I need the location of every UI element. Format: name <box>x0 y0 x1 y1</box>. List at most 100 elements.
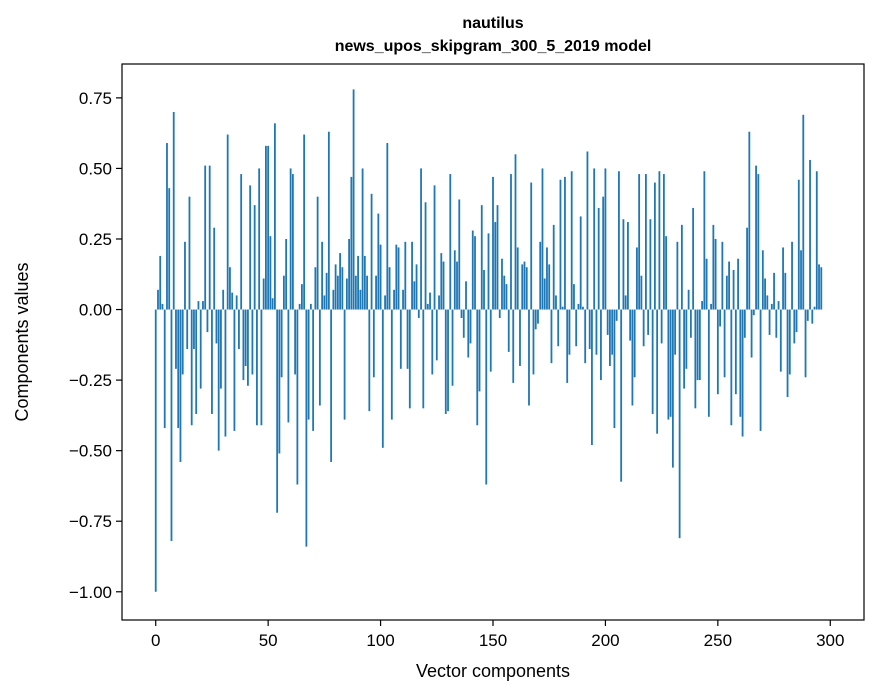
bar <box>413 281 416 310</box>
bar <box>741 309 744 437</box>
bar <box>721 241 724 310</box>
x-tick-label: 0 <box>151 631 160 650</box>
bar <box>651 309 654 414</box>
bar <box>752 309 755 316</box>
x-tick-label: 100 <box>366 631 394 650</box>
bar <box>451 309 454 386</box>
bar <box>442 261 445 310</box>
bar <box>350 176 353 310</box>
bar <box>784 272 787 310</box>
bar <box>172 111 175 310</box>
bar <box>465 281 467 310</box>
bar <box>226 134 229 310</box>
bar <box>300 284 303 310</box>
bar <box>548 264 551 310</box>
bar <box>334 264 337 310</box>
bar <box>420 168 422 310</box>
bar <box>224 309 227 437</box>
bar <box>199 309 202 389</box>
bar <box>779 309 782 372</box>
bar <box>303 134 306 310</box>
bar <box>240 174 243 310</box>
bar <box>368 309 371 412</box>
bar <box>343 309 346 420</box>
bar <box>698 309 701 381</box>
bar <box>575 309 578 347</box>
bar <box>627 222 629 310</box>
bar <box>573 284 575 310</box>
bar <box>181 309 184 375</box>
bar <box>274 123 276 310</box>
bar <box>507 309 510 352</box>
bar <box>309 303 312 310</box>
bar <box>764 278 766 310</box>
bar <box>384 295 386 310</box>
bar <box>732 270 735 310</box>
bar <box>370 193 373 310</box>
bar <box>231 292 234 310</box>
bar <box>377 213 380 310</box>
bar <box>770 303 773 310</box>
bar <box>795 309 798 333</box>
bar <box>546 247 548 310</box>
bar <box>229 267 231 310</box>
bar <box>323 295 326 310</box>
bar <box>190 309 193 426</box>
bar <box>629 309 632 341</box>
chart-subtitle: news_upos_skipgram_300_5_2019 model <box>335 38 652 55</box>
bar <box>600 309 602 381</box>
bar <box>519 309 521 366</box>
bar <box>797 179 800 310</box>
bar <box>249 185 252 310</box>
bar <box>773 272 775 310</box>
bar <box>516 247 519 310</box>
bar <box>305 309 308 547</box>
bar <box>170 309 173 541</box>
bar <box>622 219 625 310</box>
bar <box>422 309 425 409</box>
bar <box>276 309 279 513</box>
bar <box>757 174 760 310</box>
bar <box>496 205 499 310</box>
bar <box>593 168 596 310</box>
bar <box>714 238 717 310</box>
bar <box>750 309 753 358</box>
bar <box>793 309 796 344</box>
bar <box>222 289 225 310</box>
bar <box>354 275 357 310</box>
x-tick-label: 200 <box>591 631 619 650</box>
bar <box>525 267 528 310</box>
bar <box>591 309 593 446</box>
bar <box>746 227 748 310</box>
bar <box>501 258 503 310</box>
bar <box>804 309 807 378</box>
bar <box>163 309 166 429</box>
y-axis: −1.00 −0.75 −0.50 −0.25 0.00 0.25 0.50 0.75 <box>69 89 122 602</box>
bar <box>788 309 791 375</box>
x-tick-label: 150 <box>479 631 507 650</box>
bar <box>411 241 413 310</box>
bar <box>375 275 377 310</box>
bar <box>768 309 771 335</box>
bar <box>438 295 440 310</box>
bar <box>184 241 186 310</box>
bars-group <box>154 89 823 592</box>
bar <box>705 258 708 310</box>
bar <box>476 309 479 426</box>
bar <box>687 289 690 310</box>
bar <box>676 241 679 310</box>
bar <box>703 171 706 310</box>
bar <box>725 275 728 310</box>
bar <box>321 241 324 310</box>
bar <box>456 261 458 310</box>
bar <box>734 309 737 395</box>
bar <box>406 309 409 369</box>
bar <box>157 289 159 310</box>
bar <box>595 309 598 355</box>
bar <box>489 309 492 372</box>
bar <box>202 301 204 310</box>
bar <box>242 309 245 381</box>
bar <box>381 309 384 448</box>
bar <box>251 309 254 375</box>
